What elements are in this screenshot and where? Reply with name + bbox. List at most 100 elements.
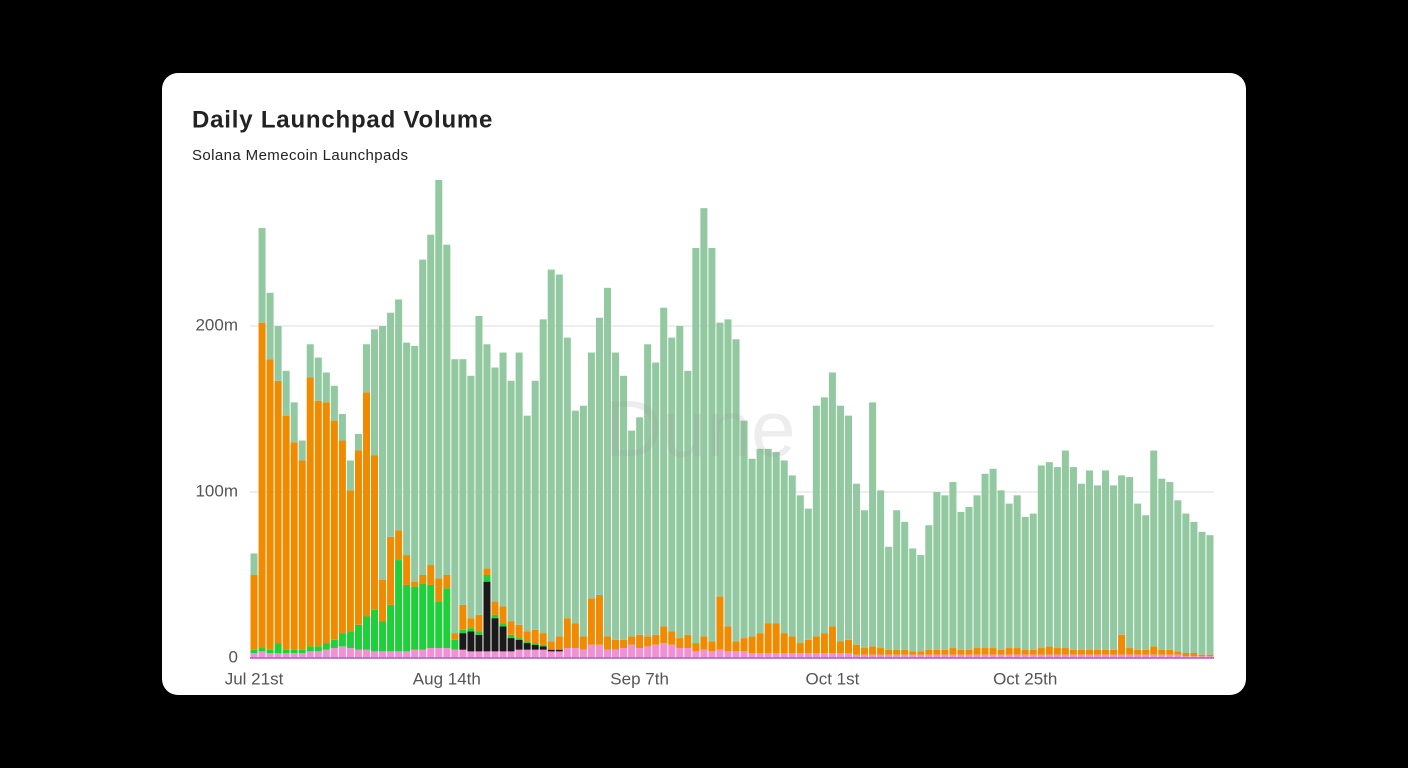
bar-segment bbox=[668, 337, 676, 632]
bar-segment bbox=[330, 639, 338, 649]
bar-segment bbox=[1037, 654, 1045, 658]
bar-segment bbox=[796, 495, 804, 644]
bar-segment bbox=[395, 530, 403, 561]
bar-segment bbox=[973, 648, 981, 655]
bar-segment bbox=[491, 367, 499, 602]
bar-segment bbox=[692, 247, 700, 644]
bar-segment bbox=[419, 259, 427, 575]
bar-segment bbox=[1198, 654, 1206, 657]
bar-segment bbox=[403, 555, 411, 585]
bar-segment bbox=[306, 377, 314, 647]
bar-segment bbox=[603, 649, 611, 658]
watermark: Dune bbox=[604, 384, 795, 473]
bar-segment bbox=[515, 624, 523, 639]
bar-segment bbox=[507, 380, 515, 622]
bar-segment bbox=[419, 575, 427, 584]
bar-segment bbox=[700, 649, 708, 658]
bar-segment bbox=[475, 614, 483, 632]
bar-segment bbox=[419, 649, 427, 658]
bar-segment bbox=[1053, 654, 1061, 658]
bar-segment bbox=[459, 359, 467, 605]
bar-segment bbox=[531, 643, 539, 645]
bar-segment bbox=[628, 636, 636, 645]
bar-segment bbox=[812, 653, 820, 658]
bar-segment bbox=[788, 653, 796, 658]
bar-segment bbox=[1206, 656, 1214, 658]
bar-segment bbox=[491, 601, 499, 615]
bar-segment bbox=[379, 579, 387, 622]
bar-segment bbox=[354, 450, 362, 625]
bar-segment bbox=[909, 548, 917, 652]
bar-segment bbox=[981, 648, 989, 655]
bar-segment bbox=[547, 651, 555, 658]
bar-segment bbox=[748, 653, 756, 658]
bar-segment bbox=[965, 649, 973, 655]
bar-segment bbox=[853, 644, 861, 655]
bar-segment bbox=[957, 511, 965, 650]
bar-segment bbox=[403, 584, 411, 652]
bar-segment bbox=[1190, 521, 1198, 654]
bar-segment bbox=[724, 651, 732, 658]
bar-segment bbox=[660, 643, 668, 658]
bar-segment bbox=[981, 473, 989, 649]
bar-segment bbox=[893, 510, 901, 650]
bar-segment bbox=[1166, 654, 1174, 658]
bar-segment bbox=[1166, 482, 1174, 650]
bar-segment bbox=[853, 654, 861, 658]
bar-segment bbox=[756, 448, 764, 634]
bar-segment bbox=[1150, 450, 1158, 647]
bar-segment bbox=[820, 633, 828, 654]
bar-segment bbox=[1166, 649, 1174, 655]
bar-segment bbox=[772, 623, 780, 654]
bar-segment bbox=[700, 208, 708, 637]
bar-segment bbox=[1077, 649, 1085, 655]
bar-segment bbox=[740, 420, 748, 639]
bar-segment bbox=[507, 634, 515, 639]
bar-segment bbox=[756, 653, 764, 658]
bar-segment bbox=[282, 649, 290, 654]
bar-segment bbox=[595, 594, 603, 645]
bar-segment bbox=[314, 646, 322, 652]
bar-segment bbox=[330, 420, 338, 640]
bar-segment bbox=[371, 329, 379, 456]
bar-segment bbox=[885, 546, 893, 650]
bar-segment bbox=[1198, 656, 1206, 658]
bar-segment bbox=[571, 648, 579, 658]
bar-segment bbox=[1077, 483, 1085, 650]
bar-segment bbox=[676, 638, 684, 649]
bar-segment bbox=[395, 299, 403, 531]
bar-segment bbox=[997, 649, 1005, 655]
bar-segment bbox=[1021, 654, 1029, 658]
bar-segment bbox=[338, 633, 346, 647]
bar-segment bbox=[371, 609, 379, 652]
bar-segment bbox=[732, 641, 740, 652]
bar-segment bbox=[547, 269, 555, 642]
bar-segment bbox=[539, 644, 547, 647]
bar-segment bbox=[483, 575, 491, 582]
bar-segment bbox=[346, 460, 354, 491]
bar-segment bbox=[266, 649, 274, 654]
bar-segment bbox=[531, 644, 539, 650]
bar-segment bbox=[1118, 654, 1126, 658]
bar-segment bbox=[764, 448, 772, 624]
bar-segment bbox=[379, 621, 387, 652]
bar-segment bbox=[1053, 467, 1061, 649]
bar-segment bbox=[587, 352, 595, 599]
bar-segment bbox=[475, 631, 483, 635]
bar-segment bbox=[925, 525, 933, 650]
bar-segment bbox=[258, 228, 266, 323]
bar-segment bbox=[869, 402, 877, 647]
bar-segment bbox=[539, 646, 547, 650]
bar-segment bbox=[740, 651, 748, 658]
bar-segment bbox=[885, 649, 893, 655]
bar-segment bbox=[917, 555, 925, 652]
bar-segment bbox=[250, 575, 258, 650]
bar-segment bbox=[1126, 648, 1134, 655]
bar-segment bbox=[636, 648, 644, 658]
bar-segment bbox=[820, 397, 828, 634]
bar-segment bbox=[274, 380, 282, 644]
bar-segment bbox=[555, 636, 563, 650]
bar-segment bbox=[603, 287, 611, 637]
